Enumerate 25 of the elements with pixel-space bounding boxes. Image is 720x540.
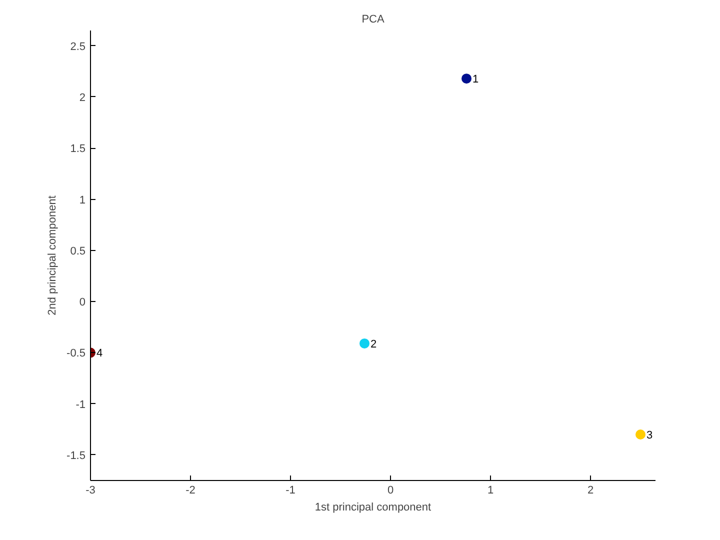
annotation: 2: [370, 338, 377, 350]
y-tick-label: 0.5: [70, 245, 86, 258]
x-tick-label: -2: [186, 484, 196, 496]
y-tick-label: -0.5: [66, 348, 86, 360]
x-tick-label: -3: [86, 484, 96, 496]
x-tick-label: -1: [286, 484, 296, 496]
point: [636, 429, 646, 440]
y-tick-label: -1: [76, 398, 86, 411]
point: [462, 74, 472, 84]
annotation: 3: [646, 429, 653, 442]
x-tick-label: 1: [487, 484, 494, 496]
annotation: 1: [472, 74, 479, 86]
annotation: 4: [96, 348, 103, 360]
x-axis-title: 1st principal component: [314, 502, 432, 514]
chart-title: PCA: [362, 14, 385, 26]
x-tick-label: 0: [387, 484, 394, 496]
y-tick-label: 2: [79, 92, 86, 104]
y-tick-label: 0: [79, 296, 86, 309]
point: [360, 338, 370, 348]
x-tick-label: 2: [587, 484, 594, 496]
y-tick-label: -1.5: [66, 450, 86, 462]
y-tick-label: 1.5: [70, 143, 86, 156]
y-axis-title: 2nd principal component: [46, 196, 59, 316]
y-tick-label: 1: [79, 194, 86, 206]
y-tick-label: 2.5: [70, 40, 86, 53]
